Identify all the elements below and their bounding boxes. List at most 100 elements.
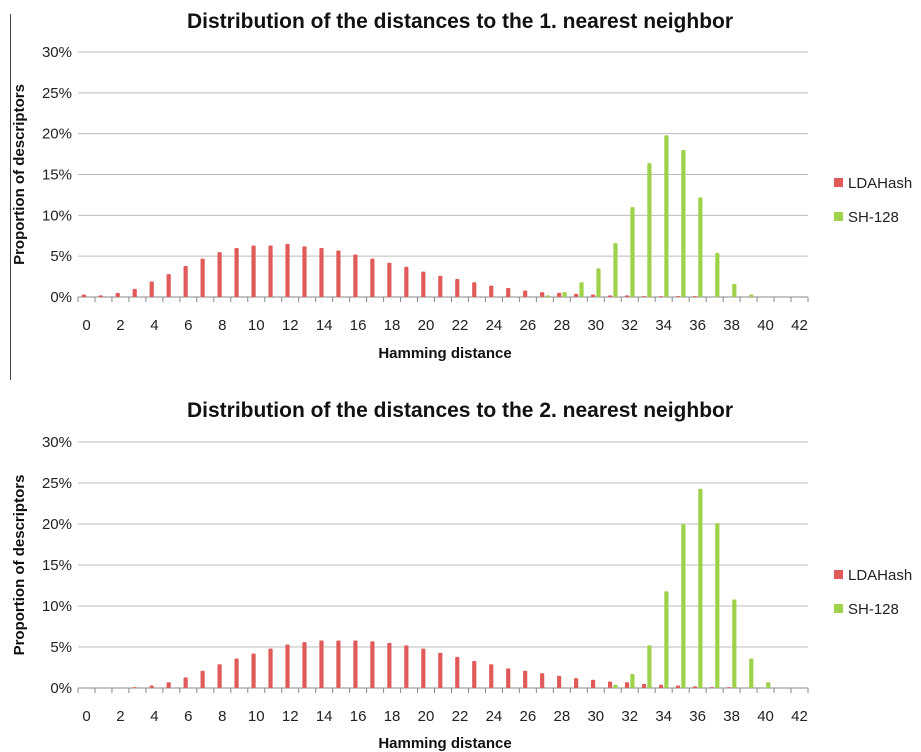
x-tick-label: 28	[553, 317, 570, 334]
y-tick-label: 5%	[50, 248, 72, 265]
x-tick-label: 40	[757, 708, 774, 725]
y-tick-label: 10%	[42, 207, 72, 224]
y-tick-label: 30%	[42, 434, 72, 451]
x-tick-label: 16	[350, 317, 367, 334]
bar-sh-128	[715, 252, 720, 297]
x-tick-label: 22	[452, 317, 469, 334]
bar-ldahash	[353, 254, 358, 297]
bar-ldahash	[726, 687, 732, 688]
bar-ldahash	[149, 685, 154, 688]
bar-ldahash	[81, 294, 86, 297]
bar-sh-128	[545, 295, 550, 297]
x-tick-label: 12	[282, 708, 299, 725]
bar-ldahash	[387, 642, 392, 688]
bar-sh-128	[562, 292, 567, 297]
bar-sh-128	[613, 243, 618, 297]
x-tick-label: 22	[452, 708, 469, 725]
x-tick-label: 8	[218, 708, 226, 725]
bar-ldahash	[523, 290, 528, 297]
bar-sh-128	[596, 268, 601, 297]
bar-ldahash	[285, 644, 290, 688]
bar-ldahash	[709, 687, 715, 688]
bar-sh-128	[630, 207, 635, 297]
y-tick-label: 20%	[42, 516, 72, 533]
x-tick-label: 42	[791, 317, 808, 334]
bar-ldahash	[675, 296, 681, 297]
bar-ldahash	[472, 660, 477, 688]
bar-sh-128	[613, 684, 618, 688]
bar-sh-128	[698, 197, 703, 297]
x-tick-label: 10	[248, 317, 265, 334]
bar-ldahash	[319, 640, 324, 688]
x-axis-label: Hamming distance	[378, 345, 511, 362]
x-tick-label: 26	[520, 708, 537, 725]
bar-ldahash	[132, 288, 137, 297]
y-tick-label: 30%	[42, 44, 72, 61]
x-tick-label: 4	[150, 708, 158, 725]
y-tick-label: 25%	[42, 475, 72, 492]
x-tick-label: 28	[553, 708, 570, 725]
bar-ldahash	[692, 686, 698, 688]
legend-swatch	[834, 604, 843, 613]
x-tick-label: 34	[655, 317, 672, 334]
x-tick-label: 40	[757, 317, 774, 334]
bar-ldahash	[268, 245, 273, 297]
bar-ldahash	[590, 294, 596, 297]
y-tick-label: 0%	[50, 680, 72, 697]
bar-ldahash	[268, 648, 273, 688]
chart-1: Distribution of the distances to the 1. …	[11, 10, 912, 362]
bar-ldahash	[319, 248, 324, 297]
panel-divider	[10, 14, 11, 380]
x-tick-label: 18	[384, 317, 401, 334]
legend-label: SH-128	[848, 601, 899, 618]
bar-ldahash	[624, 295, 630, 297]
x-tick-label: 0	[82, 317, 90, 334]
x-tick-label: 38	[723, 708, 740, 725]
legend-label: LDAHash	[848, 567, 912, 584]
bar-ldahash	[455, 656, 460, 688]
bar-ldahash	[370, 641, 375, 688]
bar-ldahash	[675, 685, 681, 688]
bar-sh-128	[681, 524, 686, 688]
x-tick-label: 0	[82, 708, 90, 725]
bar-ldahash	[404, 645, 409, 688]
bar-sh-128	[732, 283, 737, 297]
x-tick-label: 30	[587, 317, 604, 334]
bar-ldahash	[658, 684, 664, 688]
x-tick-label: 30	[587, 708, 604, 725]
x-tick-label: 10	[248, 708, 265, 725]
bar-ldahash	[251, 245, 256, 297]
bar-sh-128	[681, 150, 686, 297]
y-tick-label: 25%	[42, 85, 72, 102]
bar-ldahash	[438, 275, 443, 297]
chart-2: Distribution of the distances to the 2. …	[11, 399, 912, 752]
bar-sh-128	[698, 488, 703, 688]
y-tick-label: 0%	[50, 289, 72, 306]
bar-ldahash	[472, 282, 477, 297]
x-tick-label: 34	[655, 708, 672, 725]
bar-sh-128	[579, 282, 584, 297]
y-axis-label: Proportion of descriptors	[11, 84, 28, 265]
legend-swatch	[834, 212, 843, 221]
bar-ldahash	[506, 288, 511, 297]
bar-ldahash	[200, 670, 205, 688]
x-tick-label: 8	[218, 317, 226, 334]
x-tick-label: 6	[184, 708, 192, 725]
bar-ldahash	[692, 296, 698, 297]
x-tick-label: 20	[418, 708, 435, 725]
bar-ldahash	[506, 668, 511, 688]
x-tick-label: 20	[418, 317, 435, 334]
chart-title: Distribution of the distances to the 1. …	[187, 10, 733, 33]
bar-ldahash	[574, 678, 579, 688]
x-tick-label: 32	[621, 708, 638, 725]
bar-ldahash	[421, 271, 426, 297]
bar-sh-128	[766, 682, 771, 688]
y-axis-label: Proportion of descriptors	[11, 475, 28, 656]
bar-ldahash	[115, 292, 120, 297]
x-tick-label: 4	[150, 317, 158, 334]
bar-ldahash	[624, 682, 630, 688]
bar-ldahash	[658, 296, 664, 297]
bar-ldahash	[200, 258, 205, 297]
bar-ldahash	[166, 274, 171, 297]
bar-ldahash	[251, 653, 256, 688]
